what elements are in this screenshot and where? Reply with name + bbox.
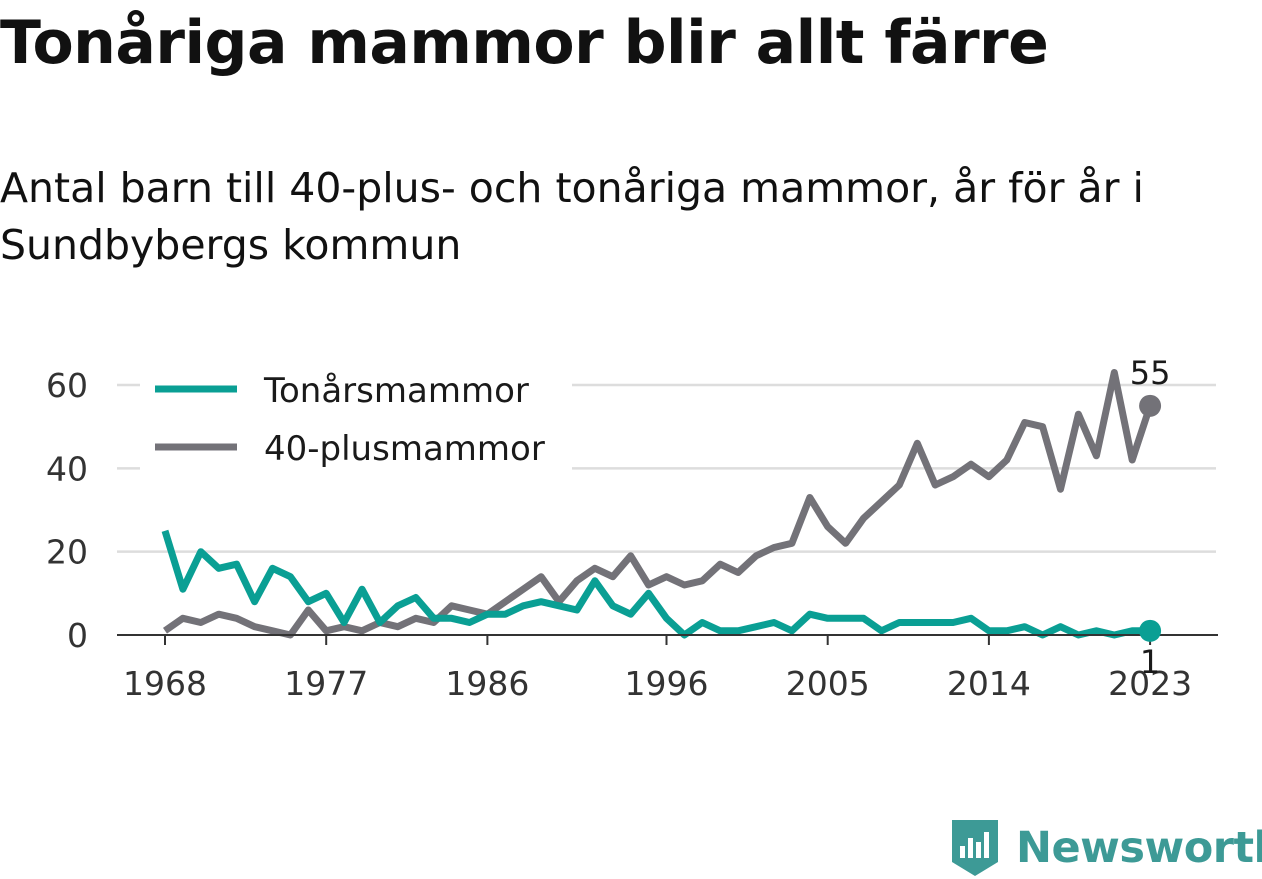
x-tick-label-1986: 1986	[445, 664, 529, 703]
x-tick-label-2023: 2023	[1108, 664, 1192, 703]
end-label-tonarsmammor: 1	[1140, 643, 1160, 681]
end-point-40-plusmammor	[1139, 394, 1162, 417]
series-lines	[161, 369, 1154, 639]
y-axis-ticks: 0 20 40 60	[46, 366, 88, 655]
y-tick-label-20: 20	[46, 533, 88, 572]
brand-name: Newsworthy	[1016, 823, 1262, 873]
chart-subtitle: Antal barn till 40-plus- och tonåriga ma…	[0, 164, 1144, 269]
y-tick-label-60: 60	[46, 366, 88, 405]
x-tick-label-1968: 1968	[123, 664, 207, 703]
series-line-tonarsmammor	[161, 529, 1151, 639]
y-tick-label-40: 40	[46, 449, 88, 488]
x-tick-label-1996: 1996	[625, 664, 709, 703]
x-tick-label-2014: 2014	[947, 664, 1031, 703]
newsworthy-logo: Newsworthy	[950, 818, 1262, 878]
x-tick-label-2005: 2005	[786, 664, 870, 703]
legend-label-40-plusmammor: 40-plusmammor	[264, 429, 545, 469]
legend: Tonårsmammor 40-plusmammor	[140, 365, 572, 470]
chart-title: Tonåriga mammor blir allt färre	[0, 8, 1049, 78]
x-tick-label-1977: 1977	[284, 664, 368, 703]
series-line-40-plusmammor	[162, 369, 1154, 639]
end-label-40-plusmammor: 55	[1130, 354, 1171, 392]
newsworthy-logo-icon	[952, 820, 998, 876]
x-axis-ticks: 1968 1977 1986 1996 2005 2014 2023	[123, 635, 1192, 703]
legend-label-tonarsmammor: Tonårsmammor	[263, 371, 529, 411]
y-tick-label-0: 0	[67, 616, 88, 655]
end-point-tonarsmammor	[1139, 619, 1162, 642]
legend-background	[140, 365, 572, 470]
end-markers: 55 1	[1130, 354, 1171, 681]
